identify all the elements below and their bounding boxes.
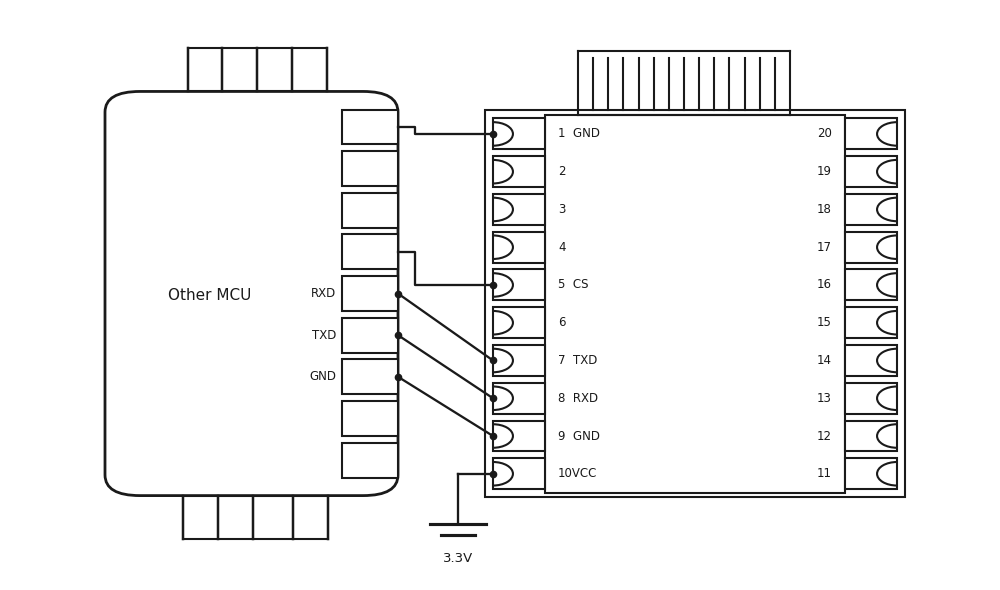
Polygon shape: [342, 193, 398, 228]
Polygon shape: [845, 458, 897, 489]
Polygon shape: [493, 345, 545, 376]
Text: 7  TXD: 7 TXD: [558, 354, 597, 367]
Polygon shape: [493, 194, 545, 225]
Polygon shape: [845, 307, 897, 338]
Polygon shape: [493, 119, 545, 149]
Polygon shape: [545, 115, 845, 493]
Polygon shape: [342, 234, 398, 270]
Polygon shape: [493, 458, 545, 489]
Text: 10VCC: 10VCC: [558, 467, 597, 480]
Polygon shape: [493, 307, 545, 338]
Polygon shape: [845, 194, 897, 225]
Text: 13: 13: [817, 392, 832, 405]
Polygon shape: [845, 270, 897, 300]
Text: 6: 6: [558, 316, 566, 329]
Polygon shape: [342, 442, 398, 477]
Text: 4: 4: [558, 241, 566, 254]
Text: 20: 20: [817, 127, 832, 140]
Polygon shape: [845, 383, 897, 414]
Polygon shape: [342, 276, 398, 311]
Text: 19: 19: [817, 165, 832, 178]
Polygon shape: [342, 317, 398, 353]
Text: 3: 3: [558, 203, 565, 216]
Polygon shape: [493, 270, 545, 300]
Text: TXD: TXD: [312, 329, 336, 342]
Polygon shape: [845, 119, 897, 149]
Polygon shape: [342, 110, 398, 145]
Text: GND: GND: [309, 371, 336, 384]
Text: RXD: RXD: [311, 287, 336, 300]
Polygon shape: [342, 151, 398, 186]
Text: 1  GND: 1 GND: [558, 127, 600, 140]
Text: 9  GND: 9 GND: [558, 430, 600, 442]
Polygon shape: [493, 232, 545, 263]
Text: 17: 17: [817, 241, 832, 254]
Text: 3.3V: 3.3V: [443, 552, 473, 565]
Polygon shape: [845, 156, 897, 187]
FancyBboxPatch shape: [105, 91, 398, 496]
Polygon shape: [493, 156, 545, 187]
Polygon shape: [845, 232, 897, 263]
Text: 14: 14: [817, 354, 832, 367]
Text: 5  CS: 5 CS: [558, 278, 588, 291]
Text: 16: 16: [817, 278, 832, 291]
Polygon shape: [845, 345, 897, 376]
Text: 2: 2: [558, 165, 566, 178]
Text: 15: 15: [817, 316, 832, 329]
Text: Other MCU: Other MCU: [168, 287, 252, 303]
Text: 8  RXD: 8 RXD: [558, 392, 598, 405]
Text: 12: 12: [817, 430, 832, 442]
Polygon shape: [493, 383, 545, 414]
Polygon shape: [493, 421, 545, 451]
Polygon shape: [342, 401, 398, 436]
Text: 18: 18: [817, 203, 832, 216]
Text: 11: 11: [817, 467, 832, 480]
Polygon shape: [342, 359, 398, 394]
Polygon shape: [845, 421, 897, 451]
